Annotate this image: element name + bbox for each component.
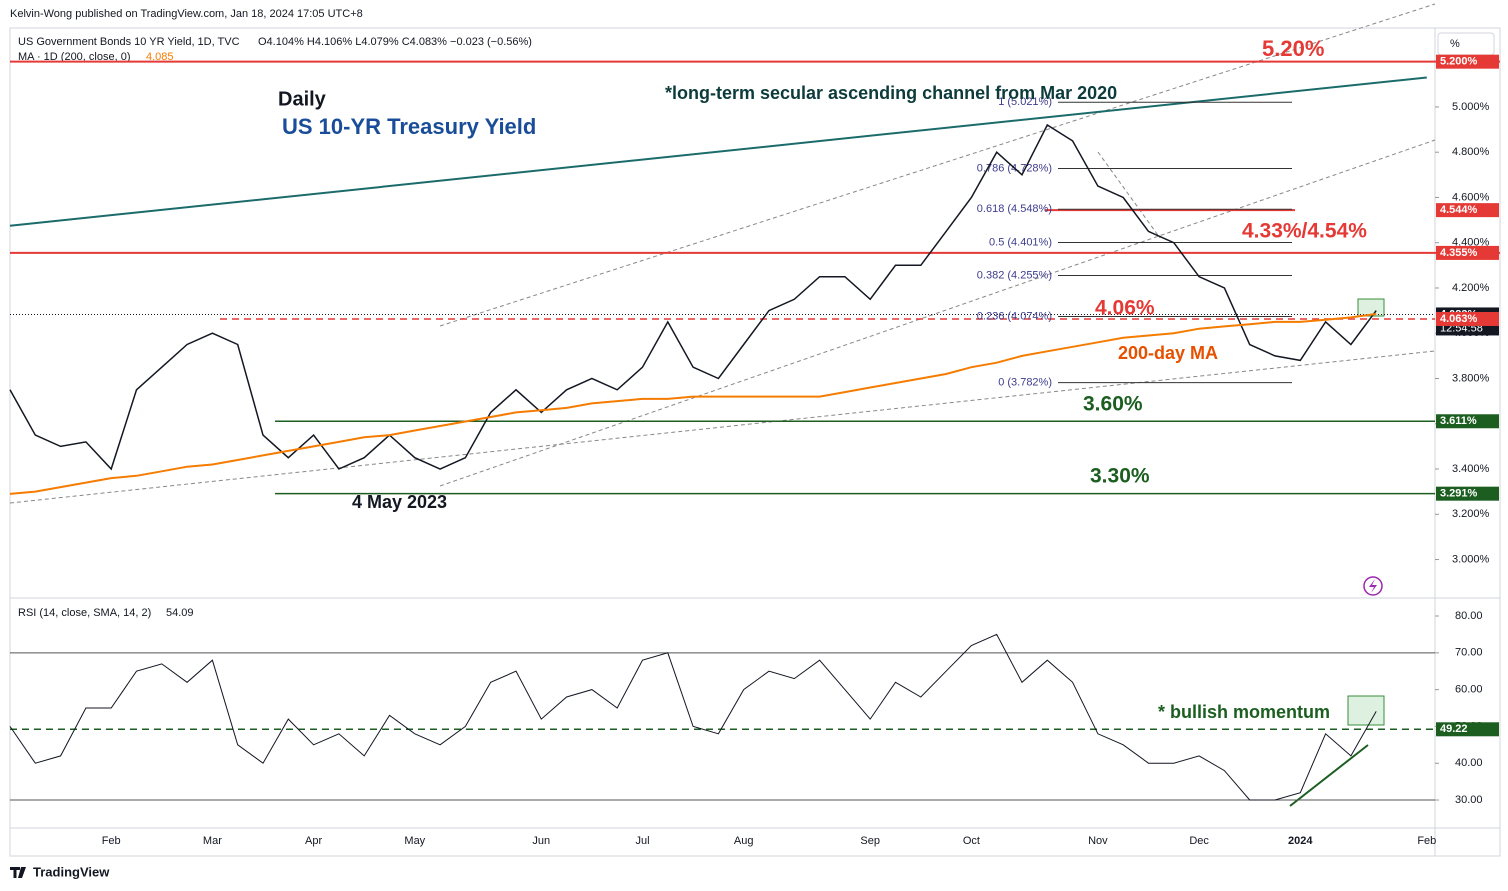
y-tick-label: 3.400% [1452, 463, 1490, 475]
y-tick-label: 4.800% [1452, 146, 1490, 158]
fib-label: 0.236 (4.074%) [977, 310, 1052, 322]
y-tick-label: 4.600% [1452, 191, 1490, 203]
annotation: 4.33%/4.54% [1242, 220, 1367, 243]
y-tick-label: 3.800% [1452, 372, 1490, 384]
y-tick-label: 30.00 [1455, 794, 1483, 806]
annotation: *long-term secular ascending channel fro… [665, 83, 1117, 103]
logo [10, 867, 26, 878]
highlight-box [1347, 695, 1385, 726]
x-tick-label: Aug [734, 835, 754, 847]
y-tick-label: 3.200% [1452, 508, 1490, 520]
fib-label: 0 (3.782%) [998, 376, 1052, 388]
price-badge [1436, 54, 1499, 69]
unit-button[interactable] [1437, 32, 1495, 56]
x-tick-label: Jul [635, 835, 649, 847]
x-tick-label: May [404, 835, 425, 847]
price-badge-label: 4.355% [1440, 247, 1478, 259]
annotation: 3.30% [1090, 465, 1150, 488]
annotation: Daily [278, 88, 327, 110]
ma-value: 4.085 [146, 51, 174, 63]
x-tick-label: Sep [860, 835, 880, 847]
x-tick-label: Feb [1417, 835, 1436, 847]
fib-label: 0.382 (4.255%) [977, 269, 1052, 281]
x-tick-label: Apr [305, 835, 322, 847]
rsi-legend: RSI (14, close, SMA, 14, 2) [18, 607, 151, 619]
rsi-badge-label: 49.22 [1440, 723, 1468, 735]
annotation: 200-day MA [1118, 343, 1218, 363]
price-badge [1436, 203, 1499, 218]
channel-guides [9, 3, 1436, 504]
price-badge [1436, 486, 1499, 501]
x-tick-label: Jun [532, 835, 550, 847]
footer: TradingView [33, 864, 110, 879]
y-tick-label: 3.000% [1452, 553, 1490, 565]
fib-label: 0.5 (4.401%) [989, 236, 1052, 248]
rsi-line [9, 633, 1377, 801]
y-tick-label: 4.200% [1452, 282, 1490, 294]
price-badge-label: 4.544% [1440, 204, 1478, 216]
rsi-badge [1436, 722, 1499, 737]
price-badge-label: 5.200% [1440, 56, 1478, 68]
fib-label: 0.618 (4.548%) [977, 203, 1052, 215]
guide [1097, 151, 1161, 239]
rsi-value: 54.09 [166, 607, 194, 619]
x-tick-label: Feb [102, 835, 121, 847]
price-badge [1436, 245, 1499, 260]
ohlc: O4.104% H4.106% L4.079% C4.083% −0.023 (… [258, 36, 532, 48]
y-tick-label: 60.00 [1455, 684, 1483, 696]
alert-bolt [1369, 579, 1377, 593]
y-tick-label: 80.00 [1455, 610, 1483, 622]
ma-line [9, 313, 1377, 495]
price-badge [1436, 311, 1499, 326]
x-tick-label: Nov [1088, 835, 1108, 847]
x-tick-label: 2024 [1288, 835, 1313, 847]
y-tick-label: 40.00 [1455, 757, 1483, 769]
annotation: 4 May 2023 [352, 492, 447, 512]
price-badge-label: 3.291% [1440, 488, 1478, 500]
price-badge-label: 4.063% [1440, 313, 1478, 325]
x-tick-label: Oct [963, 835, 980, 847]
fib-label: 1 (5.021%) [998, 96, 1052, 108]
highlight-box [1357, 298, 1385, 317]
ma-legend: MA · 1D (200, close, 0) [18, 51, 131, 63]
price-line [9, 123, 1377, 471]
x-tick-label: Mar [203, 835, 222, 847]
frame [9, 27, 1501, 857]
annotation: 4.06% [1095, 297, 1155, 320]
y-tick-label: 4.400% [1452, 237, 1490, 249]
symbol-name: US Government Bonds 10 YR Yield, 1D, TVC [18, 36, 240, 48]
annotation: 5.20% [1262, 36, 1324, 61]
y-tick-label: 5.000% [1452, 101, 1490, 113]
guide [439, 3, 1436, 327]
price-badge-label: 3.611% [1440, 415, 1477, 427]
guide [439, 139, 1436, 487]
unit-label: % [1450, 38, 1460, 50]
annotation: US 10-YR Treasury Yield [282, 114, 536, 139]
publisher: Kelvin-Wong published on TradingView.com… [10, 8, 363, 20]
guide [9, 350, 1436, 504]
annotation: * bullish momentum [1158, 702, 1330, 722]
annotation: 3.60% [1083, 393, 1143, 416]
alert-icon[interactable] [1363, 576, 1383, 596]
price-badge [1436, 414, 1499, 429]
x-tick-label: Dec [1189, 835, 1209, 847]
rsi-trendline [1289, 744, 1369, 807]
y-tick-label: 70.00 [1455, 647, 1483, 659]
